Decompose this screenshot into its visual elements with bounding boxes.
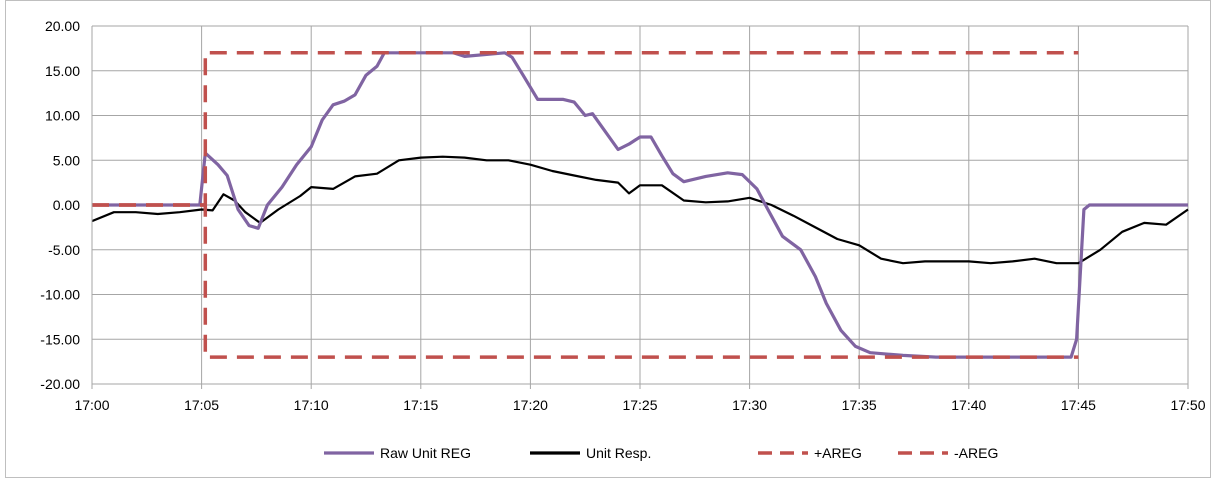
y-tick-label: -10.00 (40, 287, 80, 303)
x-tick-label: 17:10 (294, 397, 329, 413)
grid-lines (91, 25, 1189, 385)
axes (91, 26, 1189, 389)
x-tick-label: 17:20 (513, 397, 548, 413)
series-line-raw-unit-reg (92, 51, 1188, 359)
line-chart: 20.00 15.00 10.00 5.00 0.00 -5.00 -10.00 -15.00… (40, 18, 1205, 461)
legend-label: -AREG (954, 445, 998, 461)
y-tick-label: 20.00 (45, 18, 80, 34)
series-line-unit-resp (91, 155, 1189, 265)
x-tick-label: 17:25 (622, 397, 657, 413)
series-line-areg (92, 51, 1079, 207)
y-tick-labels: 20.00 15.00 10.00 5.00 0.00 -5.00 -10.00 -15.00… (40, 18, 80, 392)
chart-frame: 20.00 15.00 10.00 5.00 0.00 -5.00 -10.00 -15.00… (5, 0, 1211, 478)
y-tick-label: 10.00 (45, 108, 80, 124)
legend-label: Unit Resp. (586, 445, 651, 461)
x-tick-labels: 17:00 17:05 17:10 17:15 17:20 17:25 17:30 17:35… (74, 397, 1205, 413)
x-tick-label: 17:40 (951, 397, 986, 413)
y-tick-label: 15.00 (45, 63, 80, 79)
y-tick-label: -5.00 (48, 242, 80, 258)
y-tick-label: -20.00 (40, 376, 80, 392)
x-tick-label: 17:50 (1170, 397, 1205, 413)
y-tick-label: -15.00 (40, 331, 80, 347)
x-tick-label: 17:45 (1061, 397, 1096, 413)
legend-label: Raw Unit REG (380, 445, 471, 461)
x-tick-label: 17:35 (842, 397, 877, 413)
legend: Raw Unit REG Unit Resp. +AREG -AREG (324, 445, 998, 461)
x-tick-label: 17:00 (74, 397, 109, 413)
x-tick-label: 17:30 (732, 397, 767, 413)
legend-label: +AREG (814, 445, 862, 461)
series-line-areg (92, 203, 1079, 359)
series-lines (91, 51, 1189, 359)
x-tick-label: 17:05 (184, 397, 219, 413)
y-tick-label: 0.00 (53, 197, 80, 213)
x-tick-label: 17:15 (403, 397, 438, 413)
y-tick-label: 5.00 (53, 152, 80, 168)
